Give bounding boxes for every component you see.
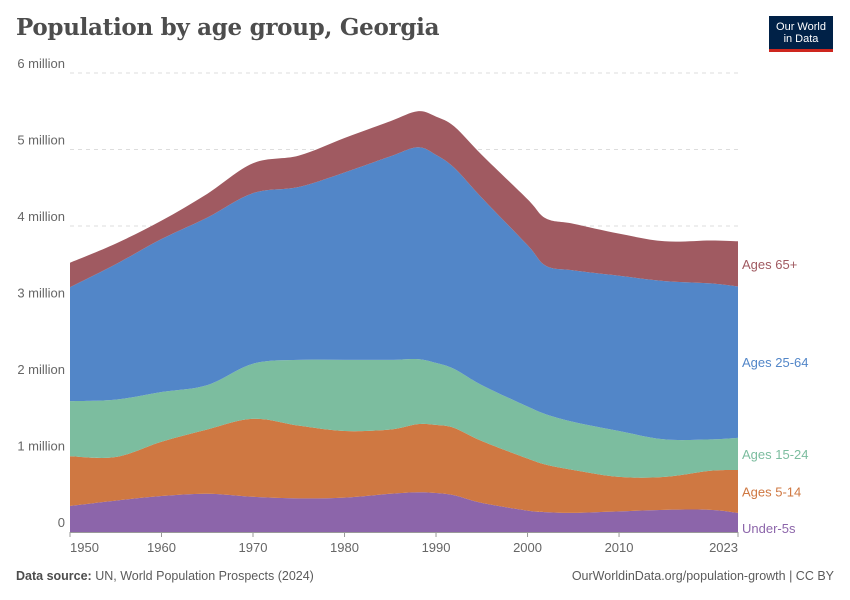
series-label-under-5s: Under-5s [742,521,796,536]
area-ages-15-24[interactable] [70,358,738,478]
chart-title: Population by age group, Georgia [16,14,440,41]
x-tick-label: 2023 [709,540,738,555]
series-label-ages-65-: Ages 65+ [742,257,797,272]
area-series [70,111,738,532]
area-ages-65-[interactable] [70,111,738,288]
series-labels: Under-5s Ages 5-14 Ages 15-24 Ages 25-64 Age… [742,257,809,536]
data-source-label: Data source: [16,569,92,583]
area-ages-5-14[interactable] [70,418,738,513]
y-tick-label: 0 [58,515,65,530]
area-under-5s[interactable] [70,492,738,532]
series-label-ages-15-24: Ages 15-24 [742,447,809,462]
axes: 0 1 million 2 million 3 million 4 million 5 m… [17,56,739,555]
x-tick-label: 1980 [330,540,359,555]
owid-logo[interactable]: Our World in Data [769,16,833,52]
x-tick-label: 2010 [605,540,634,555]
x-tick-label: 1990 [422,540,451,555]
x-tick-label: 1970 [239,540,268,555]
y-tick-label: 3 million [17,286,65,301]
y-tick-label: 1 million [17,439,65,454]
data-source-text: UN, World Population Prospects (2024) [95,569,314,583]
area-ages-25-64[interactable] [70,147,738,441]
series-label-ages-25-64: Ages 25-64 [742,355,809,370]
y-tick-label: 4 million [17,209,65,224]
y-tick-label: 2 million [17,362,65,377]
logo-line-2: in Data [783,33,819,45]
y-tick-label: 5 million [17,133,65,148]
x-tick-label: 1960 [147,540,176,555]
series-label-ages-5-14: Ages 5-14 [742,484,801,499]
x-tick-label: 2000 [513,540,542,555]
data-source: Data source: UN, World Population Prospe… [16,569,314,583]
source-url-link[interactable]: OurWorldinData.org/population-growth | C… [571,569,834,583]
x-tick-label: 1950 [70,540,99,555]
logo-line-1: Our World [776,21,826,33]
y-tick-label: 6 million [17,56,65,71]
